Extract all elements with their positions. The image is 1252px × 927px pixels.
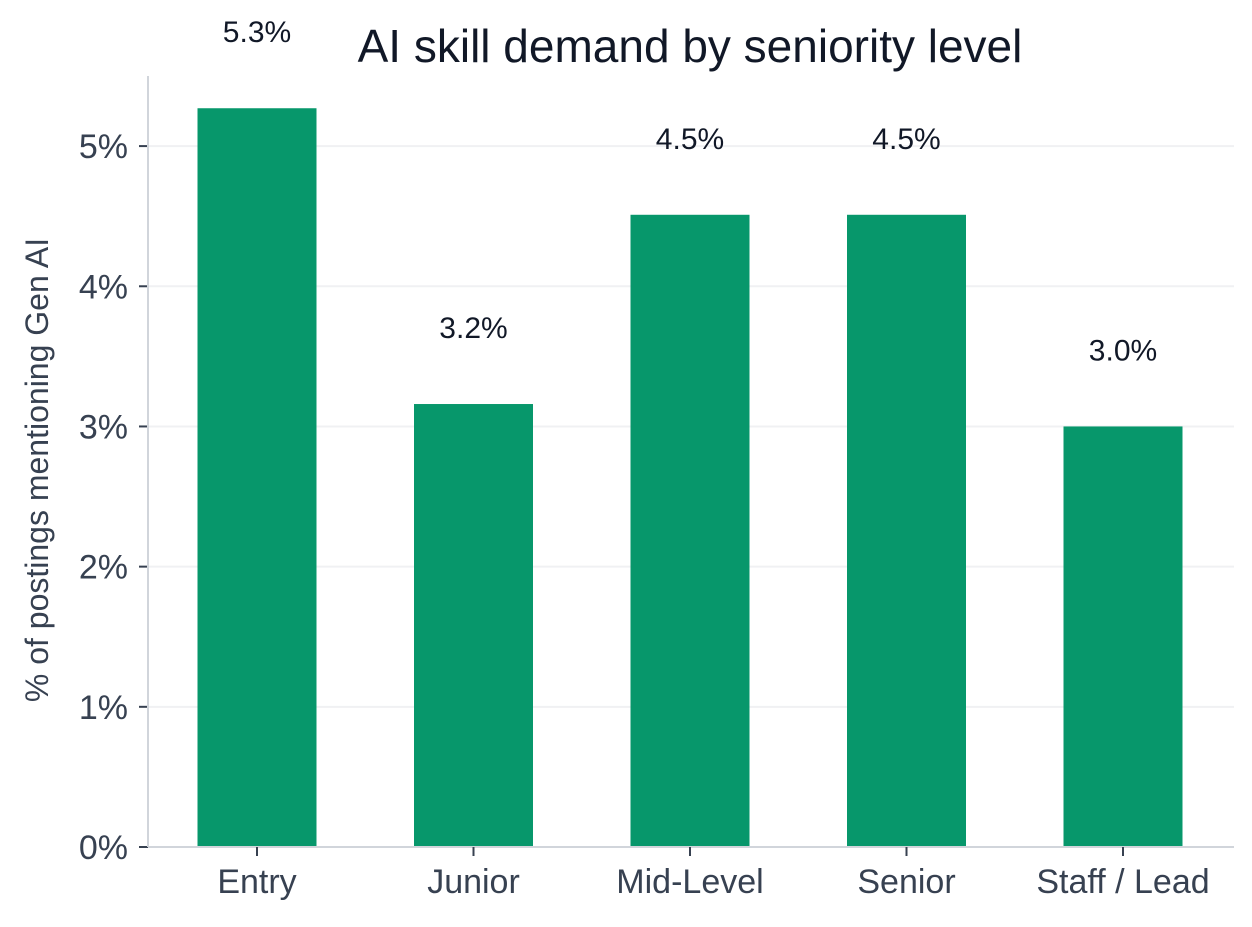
y-tick-label: 2% [79, 549, 128, 587]
bar [414, 404, 533, 847]
x-tick-label: Mid-Level [616, 863, 763, 901]
y-tick-label: 0% [79, 829, 128, 867]
y-axis-label: % of postings mentioning Gen AI [19, 238, 55, 702]
data-label: 4.5% [872, 123, 940, 156]
x-tick-label: Junior [427, 863, 520, 901]
y-tick-label: 3% [79, 408, 128, 446]
chart-title: AI skill demand by seniority level [358, 20, 1023, 72]
y-tick-label: 5% [79, 128, 128, 166]
bar [847, 214, 966, 847]
axes: 0% 1% 2% 3% 4% 5% Entry Junior Mid-Level Senior St… [79, 76, 1234, 901]
data-labels: 5.3% 3.2% 4.5% 4.5% 3.0% [223, 16, 1157, 367]
y-tick-label: 4% [79, 268, 128, 306]
x-tick-label: Staff / Lead [1036, 863, 1209, 901]
bars [197, 108, 1183, 847]
bar [197, 108, 317, 847]
data-label: 5.3% [223, 16, 291, 49]
data-label: 4.5% [656, 123, 724, 156]
x-tick-label: Senior [857, 863, 955, 901]
bar [630, 214, 750, 847]
data-label: 3.0% [1089, 334, 1157, 367]
y-tick-label: 1% [79, 689, 128, 727]
bar [1063, 426, 1183, 847]
x-tick-label: Entry [217, 863, 296, 901]
data-label: 3.2% [439, 312, 507, 345]
